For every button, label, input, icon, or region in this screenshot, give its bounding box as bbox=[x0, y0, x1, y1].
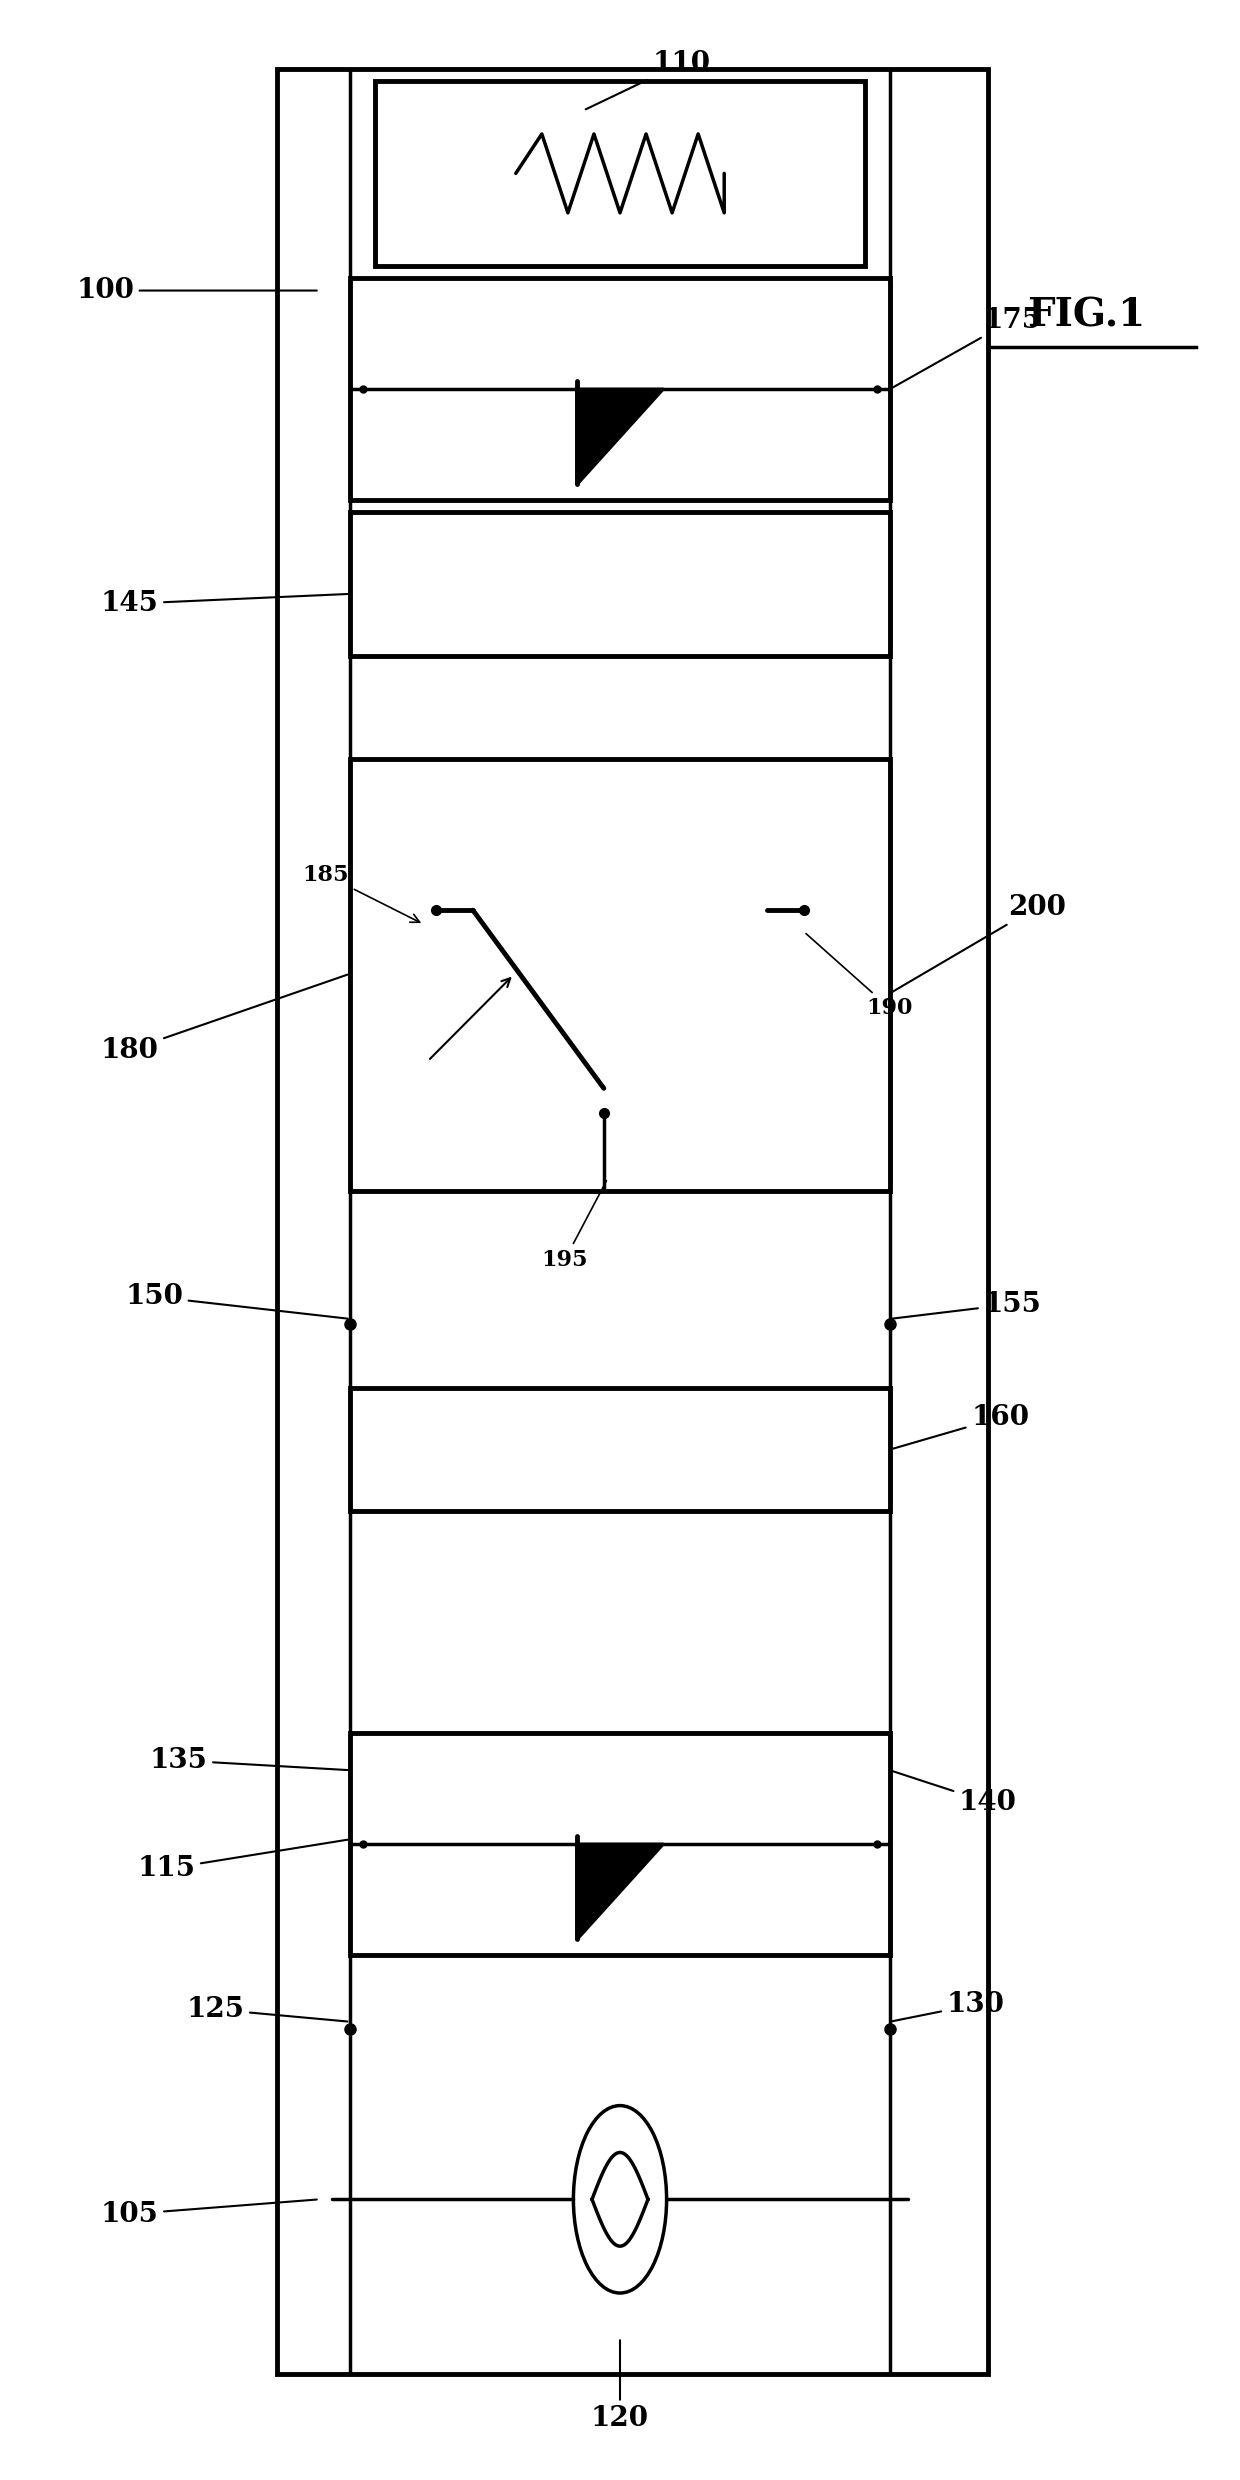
Bar bbox=[320, 1515, 920, 2021]
Text: 115: 115 bbox=[138, 1840, 347, 1882]
Bar bbox=[350, 759, 890, 1190]
Bar bbox=[350, 1734, 890, 1954]
Text: 160: 160 bbox=[893, 1404, 1029, 1448]
Text: 120: 120 bbox=[591, 2341, 649, 2433]
Polygon shape bbox=[577, 389, 663, 484]
Bar bbox=[277, 69, 988, 2373]
Bar bbox=[350, 1389, 890, 1510]
Text: 175: 175 bbox=[892, 308, 1042, 387]
Text: 180: 180 bbox=[100, 975, 347, 1064]
Bar bbox=[374, 82, 866, 265]
Text: 140: 140 bbox=[893, 1771, 1017, 1815]
Text: 125: 125 bbox=[186, 1996, 347, 2024]
Text: FIG.1: FIG.1 bbox=[1027, 295, 1145, 335]
Bar bbox=[320, 660, 920, 1389]
Text: 155: 155 bbox=[893, 1290, 1042, 1319]
Bar bbox=[350, 513, 890, 655]
Text: 145: 145 bbox=[100, 590, 347, 618]
Bar bbox=[320, 2029, 920, 2368]
Text: 110: 110 bbox=[585, 50, 711, 109]
Polygon shape bbox=[577, 1845, 663, 1939]
Text: 130: 130 bbox=[893, 1991, 1004, 2021]
Text: 100: 100 bbox=[76, 278, 317, 305]
Bar bbox=[350, 278, 890, 501]
Text: 200: 200 bbox=[892, 893, 1066, 992]
Text: 135: 135 bbox=[150, 1746, 347, 1773]
Text: 190: 190 bbox=[806, 932, 913, 1019]
Text: 105: 105 bbox=[100, 2200, 317, 2227]
Text: 195: 195 bbox=[542, 1180, 606, 1270]
Text: 185: 185 bbox=[303, 863, 419, 923]
Text: 150: 150 bbox=[125, 1282, 347, 1319]
